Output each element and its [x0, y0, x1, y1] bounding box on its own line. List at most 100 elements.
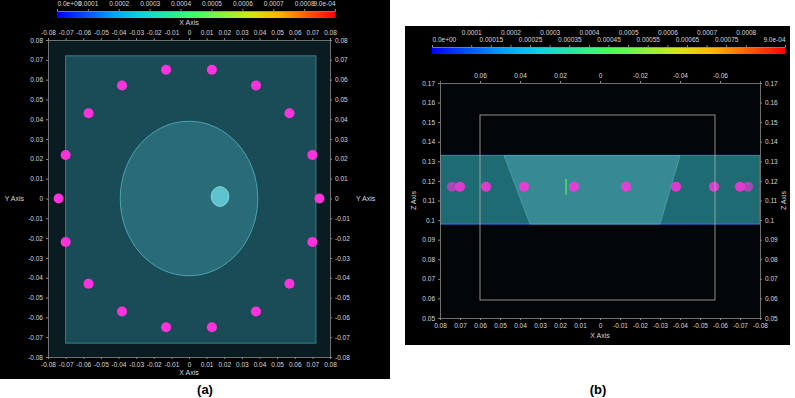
- point: [117, 306, 127, 316]
- tick-mark: [46, 179, 48, 180]
- tick: 0.02: [218, 357, 231, 368]
- tick-mark: [510, 45, 511, 47]
- tick-label: 0.15: [765, 119, 778, 126]
- tick-mark: [667, 45, 668, 47]
- tick-mark: [760, 240, 762, 241]
- tick-mark: [438, 279, 440, 280]
- tick: -0.07: [59, 357, 74, 368]
- tick-label: -0.06: [28, 314, 43, 321]
- tick: -0.02: [633, 318, 648, 329]
- tick-label: -0.05: [335, 294, 350, 301]
- disk: [120, 121, 257, 276]
- tick-mark: [530, 45, 531, 47]
- tick-label: 0.06: [422, 295, 435, 302]
- tick: -0.02: [147, 357, 162, 368]
- tick-mark: [438, 220, 440, 221]
- tick-mark: [335, 9, 336, 11]
- tick-label: 0.04: [30, 116, 43, 123]
- point: [207, 65, 217, 75]
- tick: 0.1: [760, 217, 774, 224]
- tick: 0.14: [422, 138, 440, 145]
- tick: 0.0008: [736, 29, 756, 47]
- tick-mark: [480, 81, 481, 83]
- tick: 0.07: [307, 357, 320, 368]
- tick-mark: [760, 279, 762, 280]
- tick-mark: [648, 45, 649, 47]
- tick-mark: [438, 201, 440, 202]
- tick: 0.06: [474, 72, 487, 83]
- tick-mark: [760, 259, 762, 260]
- colorbar: [432, 47, 785, 54]
- colorbar: [57, 11, 335, 18]
- tick-mark: [726, 45, 727, 47]
- tick-mark: [760, 142, 762, 143]
- tick-label: 0.08: [30, 37, 43, 44]
- point: [251, 81, 261, 91]
- tick: 0.04: [330, 116, 348, 123]
- tick-mark: [330, 159, 332, 160]
- tick-label: 0.16: [422, 99, 435, 106]
- tick-mark: [46, 119, 48, 120]
- tick: 0.08: [422, 256, 440, 263]
- point: [519, 182, 529, 192]
- tick: 0.02: [218, 29, 231, 40]
- tick: 0.06: [289, 29, 302, 40]
- tick: 0.00035: [558, 36, 582, 47]
- axis-line: [49, 358, 331, 360]
- point: [61, 150, 71, 160]
- tick-mark: [520, 81, 521, 83]
- y-axis-title: Y Axis: [5, 195, 25, 202]
- tick-label: 9.0e-04: [313, 0, 335, 7]
- tick-mark: [760, 83, 762, 84]
- tick-label: 0.05: [422, 315, 435, 322]
- tick-label: 0.04: [514, 72, 527, 79]
- tick: -0.06: [713, 318, 728, 329]
- point: [84, 279, 94, 289]
- tick: 0.00025: [519, 36, 543, 47]
- plot-marks: [440, 155, 760, 224]
- tick-mark: [432, 45, 433, 47]
- tick-label: 0.06: [335, 76, 348, 83]
- tick-label: 0.0008: [295, 0, 315, 7]
- tick: 0.0006: [233, 0, 253, 11]
- tick-label: 0.0008: [736, 29, 756, 36]
- tick-mark: [330, 357, 332, 358]
- tick-label: 0.02: [218, 29, 231, 36]
- tick-mark: [330, 337, 332, 338]
- tick: 0.13: [760, 158, 778, 165]
- tick-mark: [720, 318, 721, 320]
- tick-label: 0.01: [574, 322, 587, 329]
- tick-label: 0.05: [335, 96, 348, 103]
- tick: 0.06: [330, 76, 348, 83]
- inclusion: [211, 187, 229, 207]
- tick-mark: [330, 80, 332, 81]
- tick: 0.1: [426, 217, 440, 224]
- tick-label: 0.07: [30, 56, 43, 63]
- tick-label: 0.05: [271, 29, 284, 36]
- tick: 0.14: [760, 138, 778, 145]
- tick-label: 0.0001: [78, 0, 98, 7]
- tick-label: 0.06: [765, 295, 778, 302]
- tick-label: 0.00025: [519, 36, 543, 43]
- tick-label: 0.09: [765, 236, 778, 243]
- tick-label: 0.0002: [501, 29, 521, 36]
- tick-label: -0.05: [94, 361, 109, 368]
- point: [621, 182, 631, 192]
- point: [481, 182, 491, 192]
- tick-mark: [680, 318, 681, 320]
- tick: 0: [330, 195, 339, 202]
- tick: -0.01: [164, 357, 179, 368]
- tick: -0.03: [129, 29, 144, 40]
- tick-mark: [312, 38, 313, 40]
- tick-label: 0.11: [423, 197, 436, 204]
- slab: [440, 155, 760, 224]
- tick-mark: [273, 9, 274, 11]
- tick: -0.02: [28, 235, 48, 242]
- tick-mark: [560, 318, 561, 320]
- tick: 0.05: [271, 29, 284, 40]
- tick-label: 0.0006: [658, 29, 678, 36]
- tick-mark: [119, 9, 120, 11]
- x-axis-title: X Axis: [179, 19, 199, 26]
- tick: -0.05: [94, 29, 109, 40]
- volume-box: [66, 56, 316, 343]
